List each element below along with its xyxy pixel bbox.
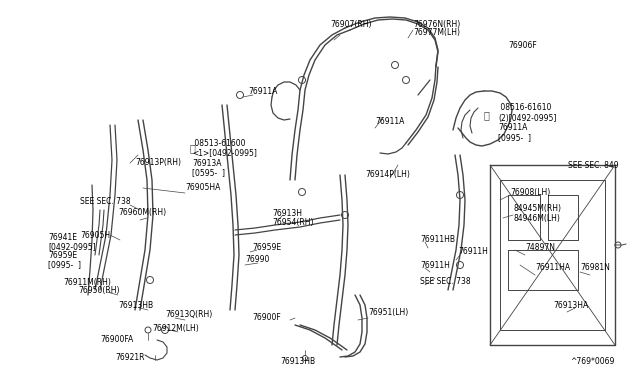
Text: 76977M(LH): 76977M(LH)	[413, 29, 460, 38]
Text: 84945M(RH): 84945M(RH)	[513, 203, 561, 212]
Text: 76911A: 76911A	[498, 124, 527, 132]
Text: 76907(RH): 76907(RH)	[330, 20, 371, 29]
Text: SEE SEC. 849: SEE SEC. 849	[568, 160, 619, 170]
Text: [0492-0995]: [0492-0995]	[48, 243, 95, 251]
Text: 76911A: 76911A	[248, 87, 277, 96]
Text: 76981N: 76981N	[580, 263, 610, 273]
Text: 76905HA: 76905HA	[185, 183, 220, 192]
Text: Ⓢ: Ⓢ	[189, 143, 195, 153]
Text: SEE SEC. 738: SEE SEC. 738	[420, 278, 470, 286]
Text: 76911H: 76911H	[458, 247, 488, 257]
Text: [0595-  ]: [0595- ]	[192, 169, 225, 177]
Text: 08513-61600: 08513-61600	[192, 138, 246, 148]
Text: 76913Q(RH): 76913Q(RH)	[165, 311, 212, 320]
Text: Ⓢ: Ⓢ	[483, 110, 489, 120]
Text: 76913P(RH): 76913P(RH)	[135, 158, 181, 167]
Text: 76914P(LH): 76914P(LH)	[365, 170, 410, 180]
Text: 76912M(LH): 76912M(LH)	[152, 324, 199, 333]
Text: SEE SEC. 738: SEE SEC. 738	[80, 198, 131, 206]
Text: 76990: 76990	[245, 256, 269, 264]
Text: [0995-  ]: [0995- ]	[498, 134, 531, 142]
Text: 76976N(RH): 76976N(RH)	[413, 19, 460, 29]
Text: 76951(LH): 76951(LH)	[368, 308, 408, 317]
Text: 76954(RH): 76954(RH)	[272, 218, 314, 227]
Text: 76960M(RH): 76960M(RH)	[118, 208, 166, 218]
Text: 76900F: 76900F	[252, 314, 281, 323]
Text: 84946M(LH): 84946M(LH)	[513, 214, 560, 222]
Text: 76906F: 76906F	[508, 41, 537, 49]
Text: 76911M(RH): 76911M(RH)	[63, 278, 111, 286]
Text: 76913HA: 76913HA	[553, 301, 588, 310]
Text: <1>[0492-0995]: <1>[0492-0995]	[192, 148, 257, 157]
Text: 76911H: 76911H	[420, 260, 450, 269]
Text: 76921R: 76921R	[115, 353, 145, 362]
Text: 76941E: 76941E	[48, 234, 77, 243]
Text: 76900FA: 76900FA	[100, 336, 133, 344]
Text: 74897N: 74897N	[525, 244, 555, 253]
Text: 76913H: 76913H	[272, 208, 302, 218]
Text: 76950(RH): 76950(RH)	[78, 285, 120, 295]
Text: 76911HA: 76911HA	[535, 263, 570, 273]
Text: 76911A: 76911A	[375, 118, 404, 126]
Text: (2)[0492-0995]: (2)[0492-0995]	[498, 113, 556, 122]
Text: 76911HB: 76911HB	[420, 235, 455, 244]
Text: [0995-  ]: [0995- ]	[48, 260, 81, 269]
Text: 76913A: 76913A	[192, 158, 221, 167]
Text: ^769*0069: ^769*0069	[571, 357, 615, 366]
Text: 76959E: 76959E	[252, 244, 281, 253]
Text: 76959E: 76959E	[48, 251, 77, 260]
Text: 76908(LH): 76908(LH)	[510, 187, 550, 196]
Text: 76905H: 76905H	[80, 231, 110, 240]
Text: 76913HB: 76913HB	[280, 357, 315, 366]
Text: 76913HB: 76913HB	[118, 301, 153, 310]
Text: 08516-61610: 08516-61610	[498, 103, 552, 112]
